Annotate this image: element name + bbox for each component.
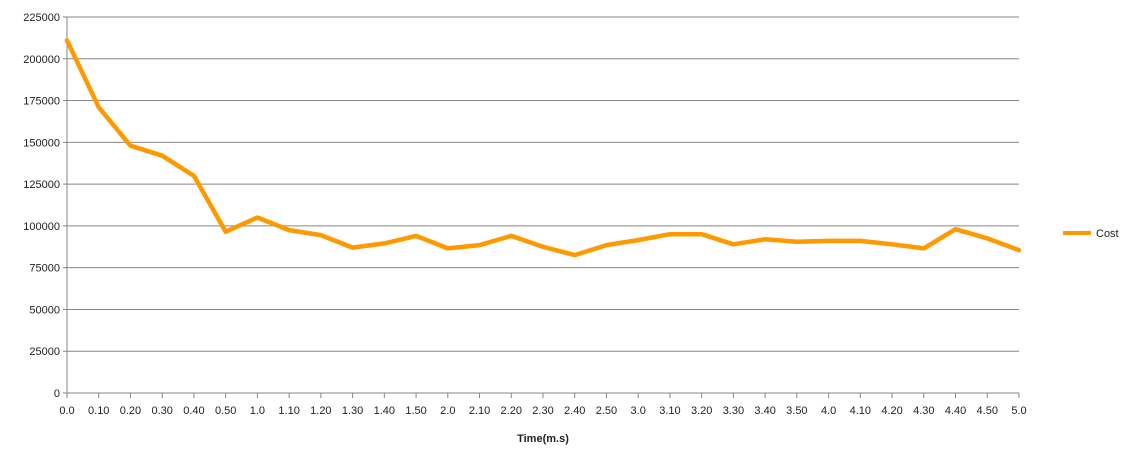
- x-tick-label: 2.50: [596, 405, 617, 417]
- x-tick-label: 2.10: [469, 405, 490, 417]
- x-axis-title: Time(m.s): [517, 433, 569, 445]
- y-tick-label: 125000: [23, 179, 60, 191]
- x-tick-label: 4.50: [977, 405, 998, 417]
- y-tick-label: 200000: [23, 54, 60, 66]
- y-tick-label: 75000: [29, 263, 60, 275]
- x-tick-label: 3.30: [723, 405, 744, 417]
- x-tick-label: 3.40: [754, 405, 775, 417]
- x-tick-label: 1.30: [342, 405, 363, 417]
- x-tick-label: 0.40: [183, 405, 204, 417]
- series-line-cost: [64, 38, 1022, 258]
- y-tick-label: 50000: [29, 304, 60, 316]
- y-tick-label: 0: [54, 388, 60, 400]
- x-tick-label: 2.40: [564, 405, 585, 417]
- x-tick-label: 4.40: [945, 405, 966, 417]
- x-tick-label: 1.40: [374, 405, 395, 417]
- y-tick-label: 25000: [29, 346, 60, 358]
- y-tick-label: 100000: [23, 221, 60, 233]
- y-tick-label: 150000: [23, 137, 60, 149]
- y-tick-label: 175000: [23, 96, 60, 108]
- x-tick-label: 5.0: [1011, 405, 1026, 417]
- x-tick-label: 0.10: [88, 405, 109, 417]
- x-tick-label: 2.30: [532, 405, 553, 417]
- x-tick-label: 4.10: [850, 405, 871, 417]
- x-tick-label: 0.0: [59, 405, 74, 417]
- x-tick-label: 1.20: [310, 405, 331, 417]
- legend: Cost: [1063, 228, 1119, 240]
- legend-label-cost: Cost: [1096, 228, 1119, 240]
- x-tick-label: 3.20: [691, 405, 712, 417]
- x-tick-label: 4.0: [821, 405, 836, 417]
- x-tick-label: 0.20: [120, 405, 141, 417]
- gridlines: [67, 16, 1019, 352]
- x-tick-label: 0.50: [215, 405, 236, 417]
- x-tick-label: 3.50: [786, 405, 807, 417]
- x-tick-label: 3.0: [631, 405, 646, 417]
- x-tick-label: 1.50: [405, 405, 426, 417]
- y-tick-label: 225000: [23, 12, 60, 24]
- x-tick-label: 4.20: [881, 405, 902, 417]
- x-tick-label: 2.20: [501, 405, 522, 417]
- x-tick-label: 3.10: [659, 405, 680, 417]
- x-tick-label: 0.30: [151, 405, 172, 417]
- series-lines: [64, 38, 1022, 258]
- x-tick-labels: 0.0 0.10 0.20 0.30 0.40 0.50 1.0 1.10 1.20 1.30 1.…: [59, 393, 1027, 417]
- x-tick-label: 1.0: [250, 405, 265, 417]
- x-tick-label: 4.30: [913, 405, 934, 417]
- x-tick-label: 1.10: [278, 405, 299, 417]
- y-tick-labels: 0 25000 50000 75000 100000 125000 150000 175000…: [23, 12, 67, 400]
- x-tick-label: 2.0: [440, 405, 455, 417]
